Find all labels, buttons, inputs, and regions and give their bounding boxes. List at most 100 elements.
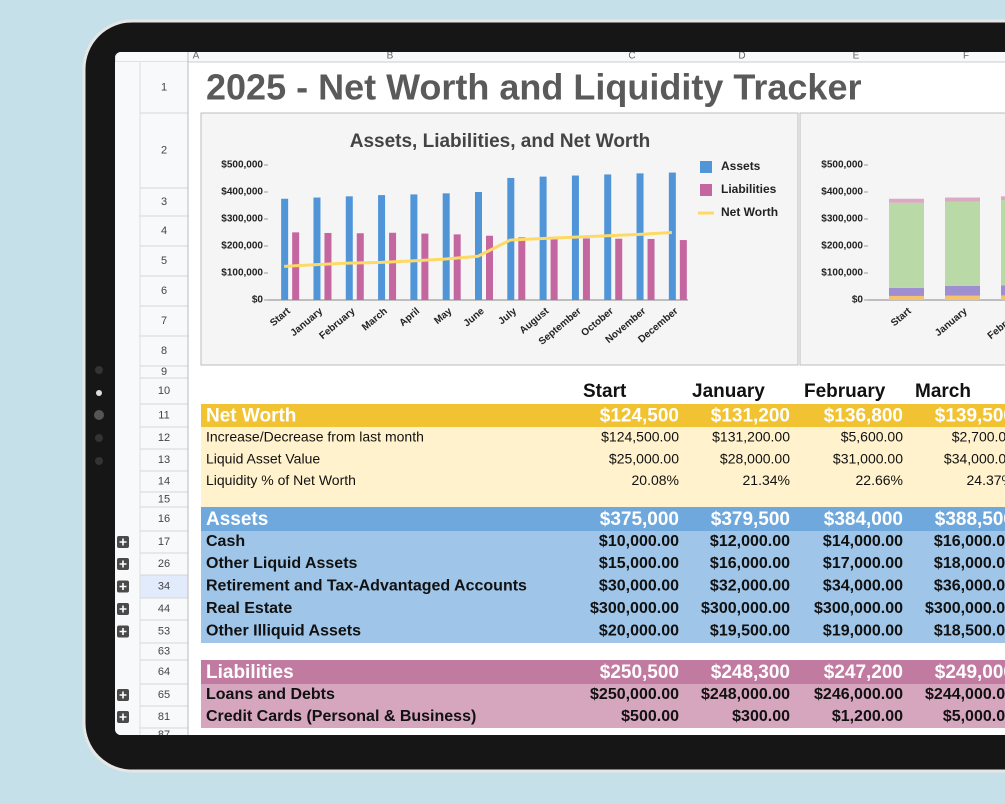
y-tick-label: $100,000 xyxy=(221,268,263,279)
cell-value: $34,000.00 xyxy=(944,451,1005,467)
expand-button[interactable] xyxy=(117,625,129,638)
y-tick-label: $400,000 xyxy=(821,187,863,198)
column-letter: B xyxy=(387,51,394,62)
section-total: $388,500 xyxy=(935,509,1005,530)
bar xyxy=(604,174,612,300)
cell-value: $12,000.00 xyxy=(710,533,790,550)
section-total: $248,300 xyxy=(711,662,790,683)
y-tick-label: $200,000 xyxy=(821,241,863,252)
row-number: 16 xyxy=(158,513,170,525)
row-number: 44 xyxy=(158,603,170,615)
row-number: 14 xyxy=(158,475,170,487)
row-number: 64 xyxy=(158,666,170,678)
legend-label: Liabilities xyxy=(721,182,777,196)
row-number: 3 xyxy=(161,196,167,208)
bar xyxy=(486,235,493,300)
legend-label: Net Worth xyxy=(721,205,778,219)
column-letter: C xyxy=(628,51,635,62)
section-total: $139,500 xyxy=(935,406,1005,427)
cell-value: 24.37% xyxy=(967,472,1005,488)
section-total: $247,200 xyxy=(824,662,903,683)
cell-value: 22.66% xyxy=(856,472,903,488)
row-label: Loans and Debts xyxy=(206,686,335,703)
cell-value: $131,200.00 xyxy=(712,429,790,445)
row-label: Credit Cards (Personal & Business) xyxy=(206,708,476,725)
bar xyxy=(550,238,558,300)
cell-value: $10,000.00 xyxy=(599,533,679,550)
y-tick-label: $500,000 xyxy=(221,160,263,171)
row-label: Retirement and Tax-Advantaged Accounts xyxy=(206,578,527,595)
y-tick-label: $100,000 xyxy=(821,268,863,279)
section-title: Net Worth xyxy=(206,406,296,427)
bar xyxy=(453,234,461,300)
row-number: 63 xyxy=(158,645,170,657)
bar xyxy=(582,238,590,300)
expand-button[interactable] xyxy=(117,603,129,615)
bezel-dot xyxy=(95,434,103,442)
cell-value: $19,000.00 xyxy=(823,623,903,640)
bar-segment xyxy=(945,201,980,286)
expand-button[interactable] xyxy=(117,580,129,593)
section-total: $249,000 xyxy=(935,662,1005,683)
expand-plus xyxy=(119,560,127,568)
cell-value: $300.00 xyxy=(732,708,790,725)
row-label: Liquidity % of Net Worth xyxy=(206,472,356,488)
section-total: $131,200 xyxy=(711,406,790,427)
cell-value: $2,700.00 xyxy=(952,429,1005,445)
section-title: Liabilities xyxy=(206,662,294,683)
bar-segment xyxy=(945,285,980,296)
bar xyxy=(313,197,321,300)
legend-swatch xyxy=(700,161,712,173)
bar-segment xyxy=(1001,295,1005,300)
row-number: 12 xyxy=(158,432,170,444)
line xyxy=(284,231,672,268)
column-letter: E xyxy=(853,51,860,62)
row-number: 34 xyxy=(158,580,170,592)
column-heading: February xyxy=(804,381,886,402)
cell-value: $500.00 xyxy=(621,708,679,725)
section-total: $124,500 xyxy=(600,406,679,427)
expand-button[interactable] xyxy=(117,558,129,570)
expand-button[interactable] xyxy=(117,536,129,548)
row-label: Real Estate xyxy=(206,600,292,617)
row-number: 11 xyxy=(158,409,169,421)
row-number: 2 xyxy=(161,144,167,156)
cell-value: $300,000.00 xyxy=(814,600,903,617)
column-heading: March xyxy=(915,381,971,402)
expand-plus xyxy=(119,628,127,635)
y-tick-label: $0 xyxy=(252,295,264,306)
cell-value: $20,000.00 xyxy=(599,623,679,640)
cell-value: $246,000.00 xyxy=(814,686,903,703)
sheet-title: 2025 - Net Worth and Liquidity Tracker xyxy=(206,67,862,108)
bar xyxy=(615,238,623,300)
cell-value: 20.08% xyxy=(632,472,679,488)
column-letter: A xyxy=(193,51,200,62)
cell-value: $16,000.00 xyxy=(710,555,790,572)
expand-plus xyxy=(119,538,127,546)
row-label: Cash xyxy=(206,533,245,550)
row-number: 1 xyxy=(161,81,167,93)
cell-value: $300,000.00 xyxy=(925,600,1005,617)
row-number: 6 xyxy=(161,285,167,297)
expand-button[interactable] xyxy=(117,689,129,701)
y-tick-label: $500,000 xyxy=(821,160,863,171)
section-title: Assets xyxy=(206,509,268,530)
cell-value: 21.34% xyxy=(743,472,790,488)
section-header xyxy=(201,404,1005,427)
expand-button[interactable] xyxy=(117,711,129,723)
legend-label: Assets xyxy=(721,159,761,173)
bar xyxy=(636,173,644,300)
row-label: Other Liquid Assets xyxy=(206,555,358,572)
cell-value: $250,000.00 xyxy=(590,686,679,703)
bar xyxy=(421,233,429,300)
section-header xyxy=(201,507,1005,531)
cell-value: $34,000.00 xyxy=(823,578,903,595)
cell-value: $32,000.00 xyxy=(710,578,790,595)
bar xyxy=(356,233,364,300)
cell-value: $300,000.00 xyxy=(701,600,790,617)
bar xyxy=(281,198,289,300)
row-selected xyxy=(140,575,188,598)
section-total: $379,500 xyxy=(711,509,790,530)
row-number: 53 xyxy=(158,625,170,637)
